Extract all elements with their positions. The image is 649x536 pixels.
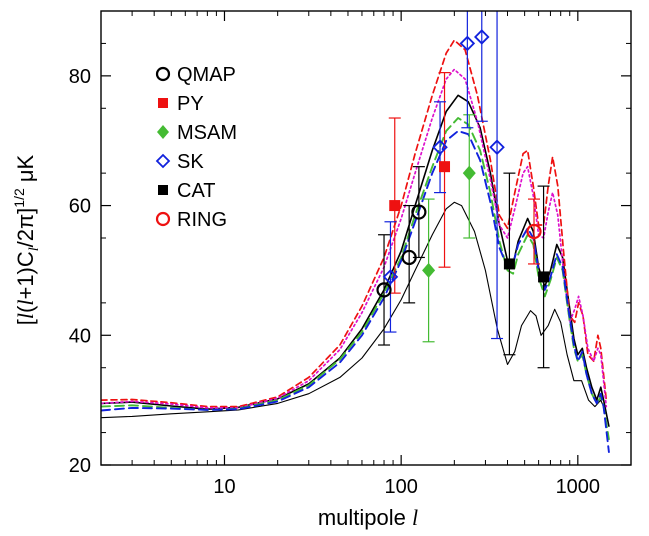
cat-point: [538, 271, 550, 283]
x-tick-label: 10: [213, 476, 235, 498]
py-point: [389, 200, 401, 212]
legend-marker-py: [158, 98, 168, 108]
legend-label-cat: CAT: [177, 180, 216, 202]
y-tick-label: 40: [69, 325, 91, 347]
x-tick-label: 1000: [556, 476, 601, 498]
y-tick-label: 20: [69, 455, 91, 477]
legend-marker-msam: [157, 125, 169, 139]
data-markers: [376, 29, 550, 298]
sk-point: [489, 139, 505, 155]
legend-marker-ring: [155, 211, 171, 227]
legend-marker-cat: [158, 185, 168, 195]
model-curve-2: [101, 201, 607, 419]
svg-text:[l(l+1)Cl/2π]1/2 μK: [l(l+1)Cl/2π]1/2 μK: [11, 154, 42, 325]
legend-label-qmap: QMAP: [177, 64, 236, 86]
legend-label-ring: RING: [177, 209, 227, 231]
ring-point: [526, 223, 542, 240]
model-curve-1: [101, 94, 610, 427]
py-point: [439, 161, 451, 173]
sk-point: [382, 269, 399, 285]
model-curve-4: [101, 68, 608, 409]
cat-point: [503, 258, 515, 270]
msam-point: [422, 262, 436, 278]
y-axis-unit: μK: [13, 154, 38, 182]
x-tick-label: 100: [384, 476, 417, 498]
x-axis-label: multipole l: [318, 505, 418, 530]
qmap-point: [401, 249, 417, 266]
y-tick-label: 60: [69, 196, 91, 218]
tick-labels: 20 40 60 80 10 100 1000: [69, 66, 600, 498]
qmap-point: [411, 204, 427, 220]
msam-point: [462, 165, 476, 181]
legend-label-sk: SK: [177, 151, 204, 173]
sk-point: [474, 29, 490, 45]
qmap-point: [376, 282, 392, 298]
plot-frame: [100, 10, 632, 466]
axes-layer: [100, 11, 632, 466]
model-curve-3: [101, 39, 608, 408]
legend-label-msam: MSAM: [177, 122, 237, 144]
sk-point: [459, 35, 476, 52]
legend-marker-sk: [155, 153, 171, 169]
x-axis-symbol: l: [412, 505, 418, 530]
error-bars: [378, 11, 550, 369]
y-tick-label: 80: [69, 66, 91, 88]
sk-point: [432, 139, 448, 155]
legend: QMAP PY MSAM SK CAT RING: [155, 64, 237, 231]
legend-label-py: PY: [177, 93, 204, 115]
y-axis-label: [l(l+1)Cl/2π]1/2 μK: [11, 154, 42, 325]
legend-marker-qmap: [155, 66, 171, 82]
